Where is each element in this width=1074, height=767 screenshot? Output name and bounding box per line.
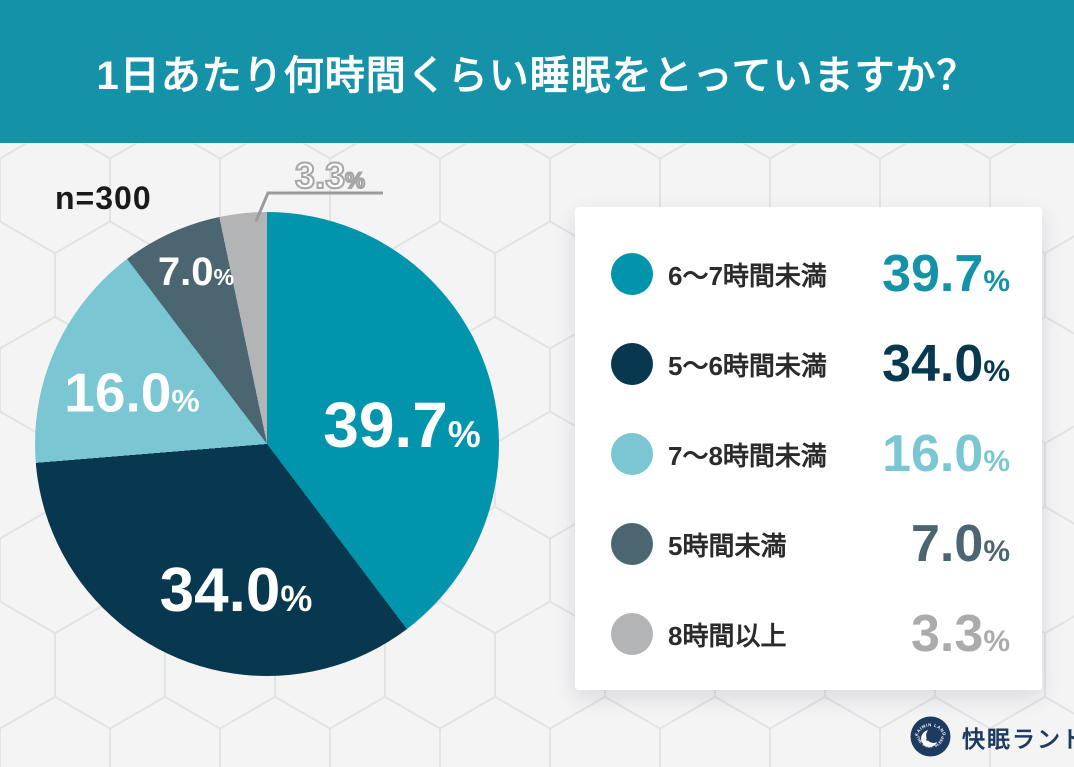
legend-swatch — [611, 523, 653, 565]
legend-value: 34.0% — [882, 335, 1010, 393]
pie-label-value: 39.7 — [323, 389, 448, 461]
pie-callout-over8h: 3.3% — [294, 155, 366, 196]
legend-label: 6〜7時間未満 — [668, 260, 827, 291]
legend-label: 5〜6時間未満 — [668, 350, 827, 381]
callout-leader-line — [254, 191, 383, 222]
legend-swatch — [611, 343, 653, 385]
page-title: 1日あたり何時間くらい睡眠をとっていますか？ — [96, 53, 978, 98]
pie-chart — [35, 212, 499, 676]
legend-row-over8h: 8時間以上 3.3% — [611, 589, 1010, 679]
percent-sign: % — [983, 625, 1010, 658]
percent-sign: % — [213, 264, 235, 290]
legend-label: 5時間未満 — [668, 530, 787, 561]
legend-swatch — [611, 613, 653, 655]
percent-sign: % — [983, 535, 1010, 568]
sample-size-label: n=300 — [55, 180, 152, 216]
percent-sign: % — [344, 168, 366, 193]
legend-value: 16.0% — [882, 425, 1010, 483]
percent-sign: % — [171, 382, 200, 419]
callout-value: 3.3 — [294, 155, 346, 196]
percent-sign: % — [447, 413, 481, 455]
pie-label-7-8h: 16.0% — [64, 365, 200, 421]
pie-label-value: 7.0 — [157, 250, 214, 294]
legend-row-under5h: 5時間未満 7.0% — [611, 499, 1010, 589]
brand-name: 快眠ランド — [962, 725, 1074, 752]
brand-logo: KAIMIN LAND THE BEST SLEEP 快眠ランド — [910, 716, 1074, 757]
title-banner: 1日あたり何時間くらい睡眠をとっていますか？ — [0, 0, 1074, 143]
percent-sign: % — [280, 578, 313, 619]
legend-label: 7〜8時間未満 — [668, 440, 827, 471]
legend-row-6-7h: 6〜7時間未満 39.7% — [611, 229, 1010, 319]
pie-label-value: 16.0 — [64, 361, 172, 424]
pie-label-value: 34.0 — [159, 556, 281, 625]
legend-card: 6〜7時間未満 39.7% 5〜6時間未満 34.0% 7〜8時間未満 16.0… — [575, 207, 1042, 690]
legend-row-7-8h: 7〜8時間未満 16.0% — [611, 409, 1010, 499]
pie-label-5-6h: 34.0% — [160, 560, 313, 622]
percent-sign: % — [983, 265, 1010, 298]
legend-value: 3.3% — [911, 605, 1010, 663]
legend-row-5-6h: 5〜6時間未満 34.0% — [611, 319, 1010, 409]
moon-badge-icon: KAIMIN LAND THE BEST SLEEP — [910, 716, 951, 757]
pie-label-under5h: 7.0% — [158, 252, 234, 292]
legend-value: 7.0% — [911, 515, 1010, 573]
pie-label-6-7h: 39.7% — [323, 393, 481, 457]
legend-value: 39.7% — [882, 245, 1010, 303]
legend-label: 8時間以上 — [668, 620, 787, 651]
legend-swatch — [611, 253, 653, 295]
legend-swatch — [611, 433, 653, 475]
percent-sign: % — [983, 445, 1010, 478]
percent-sign: % — [983, 355, 1010, 388]
